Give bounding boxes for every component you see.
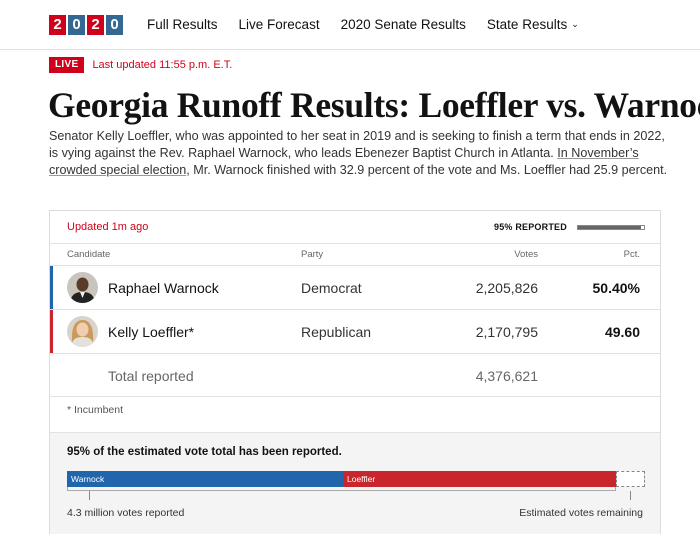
candidate-pct: 49.60 [604, 324, 640, 340]
nav-state-results-label: State Results [486, 17, 568, 32]
logo-digit: 0 [68, 15, 85, 35]
total-row: Total reported 4,376,621 [50, 354, 660, 397]
candidate-name: Kelly Loeffler* [108, 324, 195, 340]
summary-text: Senator Kelly Loeffler, who was appointe… [49, 129, 665, 160]
estimate-title: 95% of the estimated vote total has been… [67, 446, 342, 458]
loeffler-bar-segment: Loeffler [343, 471, 616, 487]
summary-text: , Mr. Warnock finished with 32.9 percent… [186, 163, 668, 177]
nav-state-results[interactable]: State Results ⌄ [487, 17, 579, 32]
total-label: Total reported [108, 368, 194, 384]
table-header: Candidate Party Votes Pct. [50, 244, 660, 266]
election-2020-logo[interactable]: 2 0 2 0 [49, 15, 123, 35]
warnock-bar-segment: Warnock [67, 471, 343, 487]
nav-links: Full Results Live Forecast 2020 Senate R… [147, 17, 600, 32]
table-row: Kelly Loeffler* Republican 2,170,795 49.… [50, 310, 660, 354]
col-candidate: Candidate [67, 249, 111, 260]
reported-tick [89, 491, 90, 500]
reported-progress-fill [578, 226, 641, 229]
col-party: Party [301, 249, 324, 260]
remaining-tick [630, 491, 631, 500]
summary-paragraph: Senator Kelly Loeffler, who was appointe… [49, 128, 669, 179]
november-election-link[interactable]: In November’s crowded special election [49, 146, 639, 177]
total-votes: 4,376,621 [475, 368, 538, 384]
candidate-avatar [67, 316, 98, 347]
live-badge: LIVE [49, 57, 85, 73]
candidate-avatar [67, 272, 98, 303]
logo-digit: 0 [106, 15, 123, 35]
page-title: Georgia Runoff Results: Loeffler vs. War… [48, 85, 700, 125]
last-updated: Last updated 11:55 p.m. E.T. [92, 59, 233, 71]
logo-digit: 2 [49, 15, 66, 35]
table-row: Raphael Warnock Democrat 2,205,826 50.40… [50, 266, 660, 310]
nav-full-results[interactable]: Full Results [147, 17, 218, 32]
votes-remaining-caption: Estimated votes remaining [519, 507, 643, 519]
updated-time: Updated 1m ago [67, 221, 149, 233]
reported-bracket [67, 487, 616, 491]
incumbent-footnote: * Incumbent [67, 404, 124, 416]
party-color-stripe [50, 266, 53, 309]
party-color-stripe [50, 310, 53, 353]
col-pct: Pct. [623, 249, 640, 260]
live-status: LIVE Last updated 11:55 p.m. E.T. [49, 57, 232, 73]
votes-reported-caption: 4.3 million votes reported [67, 507, 185, 519]
portrait-warnock-icon [67, 272, 98, 303]
candidate-votes: 2,205,826 [475, 280, 538, 296]
chevron-down-icon: ⌄ [571, 19, 579, 29]
candidate-name: Raphael Warnock [108, 280, 219, 296]
results-table: Updated 1m ago 95% REPORTED Candidate Pa… [49, 210, 661, 534]
candidate-party: Democrat [301, 280, 362, 296]
col-votes: Votes [514, 249, 538, 260]
results-header: Updated 1m ago 95% REPORTED [50, 211, 660, 244]
remaining-bar-segment [616, 471, 645, 487]
candidate-party: Republican [301, 324, 372, 340]
logo-digit: 2 [87, 15, 104, 35]
top-nav: 2 0 2 0 Full Results Live Forecast 2020 … [0, 0, 700, 50]
portrait-loeffler-icon [67, 316, 98, 347]
nav-senate-results[interactable]: 2020 Senate Results [340, 17, 466, 32]
estimated-vote-panel: 95% of the estimated vote total has been… [50, 432, 660, 534]
vote-share-bar: Warnock Loeffler [67, 471, 645, 487]
candidate-votes: 2,170,795 [475, 324, 538, 340]
reported-label: 95% REPORTED [494, 222, 567, 232]
reported-progress-bar [577, 225, 645, 230]
nav-live-forecast[interactable]: Live Forecast [238, 17, 320, 32]
candidate-pct: 50.40% [592, 280, 640, 296]
